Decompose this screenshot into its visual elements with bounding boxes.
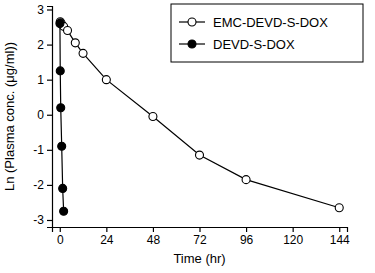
legend-marker [188,40,196,48]
y-axis-line [47,7,53,228]
legend-label: DEVD-S-DOX [213,37,295,52]
y-tick-label: 0 [37,108,44,122]
chart: 0 24 48 72 96 120 144 -3 -2 -1 0 1 2 3 Time (hr) Ln (Pl… [0,0,375,273]
x-tick-mark [60,227,61,232]
x-tick-label: 144 [330,233,350,247]
y-tick-label: 1 [37,73,44,87]
x-axis: 0 24 48 72 96 120 144 [53,227,351,247]
data-point [64,27,72,35]
legend: EMC-DEVD-S-DOX DEVD-S-DOX [171,4,363,62]
x-axis-title: Time (hr) [173,251,225,266]
data-point [71,39,79,47]
data-point [149,113,157,121]
y-tick-mark [47,80,52,81]
x-tick-label: 96 [240,233,254,247]
data-point [58,142,66,150]
x-tick: 120 [283,227,303,247]
x-tick: 0 [57,227,64,247]
y-tick: -1 [33,143,52,157]
y-tick-mark [47,150,52,151]
y-tick: -2 [33,178,52,192]
y-tick: 3 [37,3,52,17]
x-tick: 144 [330,227,350,247]
x-tick-mark [246,227,247,232]
x-tick-mark [293,227,294,232]
x-tick-label: 120 [283,233,303,247]
x-tick-label: 72 [193,233,207,247]
y-tick-label: 2 [37,38,44,52]
y-axis-title: Ln (Plasma conc. (μg/ml)) [2,42,17,191]
series-line [60,24,64,212]
x-tick-label: 48 [147,233,161,247]
data-point [196,151,204,159]
legend-box [171,4,363,62]
x-tick: 72 [193,227,207,247]
legend-entry: DEVD-S-DOX [179,37,295,52]
x-tick: 96 [240,227,254,247]
data-point [57,19,65,27]
x-tick: 24 [100,227,114,247]
y-tick-label: -3 [33,213,44,227]
data-point [335,204,343,212]
y-tick: 2 [37,38,52,52]
y-tick-mark [47,115,52,116]
y-tick: 1 [37,73,52,87]
data-point [102,76,110,84]
y-tick-mark [47,220,52,221]
y-tick-label: -1 [33,143,44,157]
data-point [242,176,250,184]
x-tick-mark [339,227,340,232]
legend-marker [188,18,196,26]
legend-entry: EMC-DEVD-S-DOX [179,15,328,30]
data-point [59,184,67,192]
data-point [57,104,65,112]
x-tick-mark [106,227,107,232]
x-axis-line [53,228,348,233]
x-tick-mark [153,227,154,232]
data-point [60,207,68,215]
data-point [56,67,64,75]
y-tick-label: 3 [37,3,44,17]
x-tick-label: 0 [57,233,64,247]
x-tick-mark [199,227,200,232]
legend-label: EMC-DEVD-S-DOX [213,15,328,30]
x-tick-label: 24 [100,233,114,247]
x-tick: 48 [147,227,161,247]
data-point [56,20,64,28]
y-tick-mark [47,44,52,45]
y-tick-mark [47,185,52,186]
data-point [79,49,87,57]
y-tick-mark [47,9,52,10]
y-tick-label: -2 [33,178,44,192]
y-axis: -3 -2 -1 0 1 2 3 [33,3,52,228]
y-tick: -3 [33,213,52,227]
y-tick: 0 [37,108,52,122]
